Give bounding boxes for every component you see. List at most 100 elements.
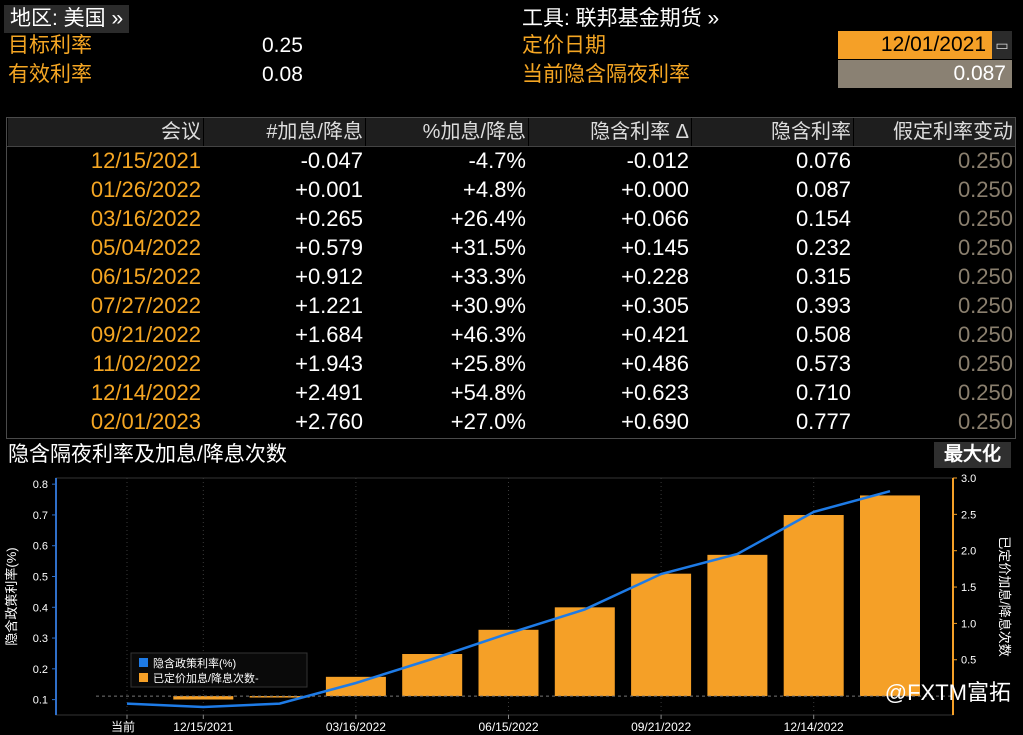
watermark: @FXTM富拓 bbox=[884, 680, 1011, 705]
meeting-date-cell: 05/04/2022 bbox=[90, 235, 201, 260]
left-axis-title: 隐含政策利率(%) bbox=[4, 547, 19, 645]
tool-selector[interactable]: 工具: 联邦基金期货 » bbox=[522, 7, 720, 30]
pricing-date-field[interactable]: 12/01/2021 bbox=[838, 31, 992, 59]
meeting-date-cell: 07/27/2022 bbox=[90, 293, 201, 318]
table-row[interactable]: 12/14/2022 +2.491 +54.8% +0.623 0.710 0.250 bbox=[7, 378, 1015, 407]
table-cell: 0.250 bbox=[957, 148, 1013, 173]
column-header[interactable]: #加息/降息 bbox=[203, 118, 365, 146]
legend-box bbox=[130, 652, 308, 688]
table-cell: 0.087 bbox=[795, 177, 851, 202]
meetings-table: 会议 #加息/降息 %加息/降息 隐含利率 Δ 隐含利率 假定利率变动 12/15/202… bbox=[6, 117, 1016, 439]
bar bbox=[860, 495, 920, 697]
bar bbox=[402, 654, 463, 697]
table-cell: 0.710 bbox=[795, 380, 851, 405]
table-cell: +0.066 bbox=[621, 206, 689, 231]
effective-rate-value: 0.08 bbox=[262, 63, 303, 86]
right-axis-tick-label: 1.0 bbox=[961, 618, 976, 630]
meeting-date-cell: 11/02/2022 bbox=[92, 351, 201, 376]
table-cell: 0.250 bbox=[957, 293, 1013, 318]
maximize-button[interactable]: 最大化 bbox=[934, 442, 1011, 468]
right-axis-tick-label: 2.5 bbox=[961, 509, 976, 521]
table-cell: +1.684 bbox=[295, 322, 363, 347]
table-cell: 0.076 bbox=[795, 148, 851, 173]
table-cell: 0.250 bbox=[957, 235, 1013, 260]
bar bbox=[783, 515, 844, 697]
table-cell: 0.154 bbox=[795, 206, 851, 231]
calendar-icon[interactable]: ▭ bbox=[992, 31, 1012, 59]
table-cell: +1.221 bbox=[295, 293, 363, 318]
table-cell: 0.777 bbox=[795, 409, 851, 434]
table-cell: +0.305 bbox=[621, 293, 689, 318]
table-cell: +0.265 bbox=[295, 206, 363, 231]
pricing-date-label: 定价日期 bbox=[522, 34, 606, 57]
table-cell: +27.0% bbox=[450, 409, 526, 434]
table-cell: 0.250 bbox=[957, 409, 1013, 434]
table-cell: 0.315 bbox=[795, 264, 851, 289]
table-cell: -0.047 bbox=[300, 148, 363, 173]
table-cell: +0.421 bbox=[621, 322, 689, 347]
table-cell: +0.623 bbox=[621, 380, 689, 405]
target-rate-value: 0.25 bbox=[262, 34, 303, 57]
table-cell: 0.250 bbox=[957, 380, 1013, 405]
right-axis-tick-label: 1.5 bbox=[961, 582, 976, 594]
table-cell: -4.7% bbox=[468, 148, 526, 173]
meeting-date-cell: 01/26/2022 bbox=[90, 177, 201, 202]
table-row[interactable]: 09/21/2022 +1.684 +46.3% +0.421 0.508 0.250 bbox=[7, 320, 1015, 349]
table-cell: 0.250 bbox=[957, 206, 1013, 231]
table-cell: 0.232 bbox=[795, 235, 851, 260]
implied-overnight-label: 当前隐含隔夜利率 bbox=[522, 63, 690, 86]
table-cell: +1.943 bbox=[295, 351, 363, 376]
table-cell: +0.690 bbox=[621, 409, 689, 434]
bar bbox=[554, 607, 615, 697]
left-axis-tick-label: 0.7 bbox=[33, 510, 48, 522]
table-row[interactable]: 12/15/2021 -0.047 -4.7% -0.012 0.076 0.250 bbox=[7, 146, 1015, 175]
table-cell: +0.001 bbox=[295, 177, 363, 202]
bar bbox=[631, 573, 692, 697]
implied-overnight-field: 0.087 bbox=[838, 60, 1012, 88]
table-cell: +2.760 bbox=[295, 409, 363, 434]
table-cell: +4.8% bbox=[463, 177, 526, 202]
meeting-date-cell: 02/01/2023 bbox=[90, 409, 201, 434]
table-header: 会议 #加息/降息 %加息/降息 隐含利率 Δ 隐含利率 假定利率变动 bbox=[7, 118, 1015, 147]
x-axis-tick-label: 12/15/2021 bbox=[173, 720, 233, 734]
table-row[interactable]: 11/02/2022 +1.943 +25.8% +0.486 0.573 0.250 bbox=[7, 349, 1015, 378]
right-axis-tick-label: 0.5 bbox=[961, 655, 976, 667]
table-row[interactable]: 02/01/2023 +2.760 +27.0% +0.690 0.777 0.250 bbox=[7, 407, 1015, 436]
table-row[interactable]: 05/04/2022 +0.579 +31.5% +0.145 0.232 0.250 bbox=[7, 233, 1015, 262]
table-cell: +2.491 bbox=[295, 380, 363, 405]
table-row[interactable]: 06/15/2022 +0.912 +33.3% +0.228 0.315 0.250 bbox=[7, 262, 1015, 291]
column-header[interactable]: 隐含利率 bbox=[691, 118, 853, 146]
right-axis-title: 已定价加息/降息次数 bbox=[997, 536, 1012, 657]
meeting-date-cell: 12/14/2022 bbox=[90, 380, 201, 405]
bar bbox=[249, 696, 310, 698]
left-axis-tick-label: 0.5 bbox=[33, 571, 48, 583]
table-cell: +25.8% bbox=[450, 351, 526, 376]
effective-rate-label: 有效利率 bbox=[8, 63, 92, 86]
column-header[interactable]: %加息/降息 bbox=[365, 118, 528, 146]
table-row[interactable]: 01/26/2022 +0.001 +4.8% +0.000 0.087 0.250 bbox=[7, 175, 1015, 204]
implied-rate-chart: 0.1 0.2 0.3 0.4 0.5 0.6 0.7 0.8 0.5 1.0 1.5 2.0 2.5 3… bbox=[4, 473, 1012, 734]
bar bbox=[325, 676, 386, 697]
table-cell: -0.012 bbox=[626, 148, 689, 173]
column-header[interactable]: 隐含利率 Δ bbox=[528, 118, 691, 146]
table-cell: +0.228 bbox=[621, 264, 689, 289]
table-row[interactable]: 07/27/2022 +1.221 +30.9% +0.305 0.393 0.250 bbox=[7, 291, 1015, 320]
table-row[interactable]: 03/16/2022 +0.265 +26.4% +0.066 0.154 0.250 bbox=[7, 204, 1015, 233]
legend-swatch-line bbox=[139, 658, 148, 667]
x-axis-tick-label: 03/16/2022 bbox=[326, 720, 386, 734]
table-cell: +46.3% bbox=[450, 322, 526, 347]
table-cell: 0.250 bbox=[957, 264, 1013, 289]
table-cell: +0.486 bbox=[621, 351, 689, 376]
bar bbox=[707, 554, 768, 697]
legend-label-bar: 已定价加息/降息次数- bbox=[153, 671, 259, 685]
legend-label-line: 隐含政策利率(%) bbox=[153, 656, 236, 670]
meeting-date-cell: 06/15/2022 bbox=[90, 264, 201, 289]
table-cell: +0.145 bbox=[621, 235, 689, 260]
left-axis-tick-label: 0.6 bbox=[33, 541, 48, 553]
region-selector[interactable]: 地区: 美国 » bbox=[4, 5, 130, 33]
column-header[interactable]: 会议 bbox=[7, 118, 203, 146]
x-axis-tick-label: 09/21/2022 bbox=[631, 720, 691, 734]
column-header[interactable]: 假定利率变动 bbox=[853, 118, 1015, 146]
meeting-date-cell: 03/16/2022 bbox=[90, 206, 201, 231]
table-cell: +26.4% bbox=[450, 206, 526, 231]
